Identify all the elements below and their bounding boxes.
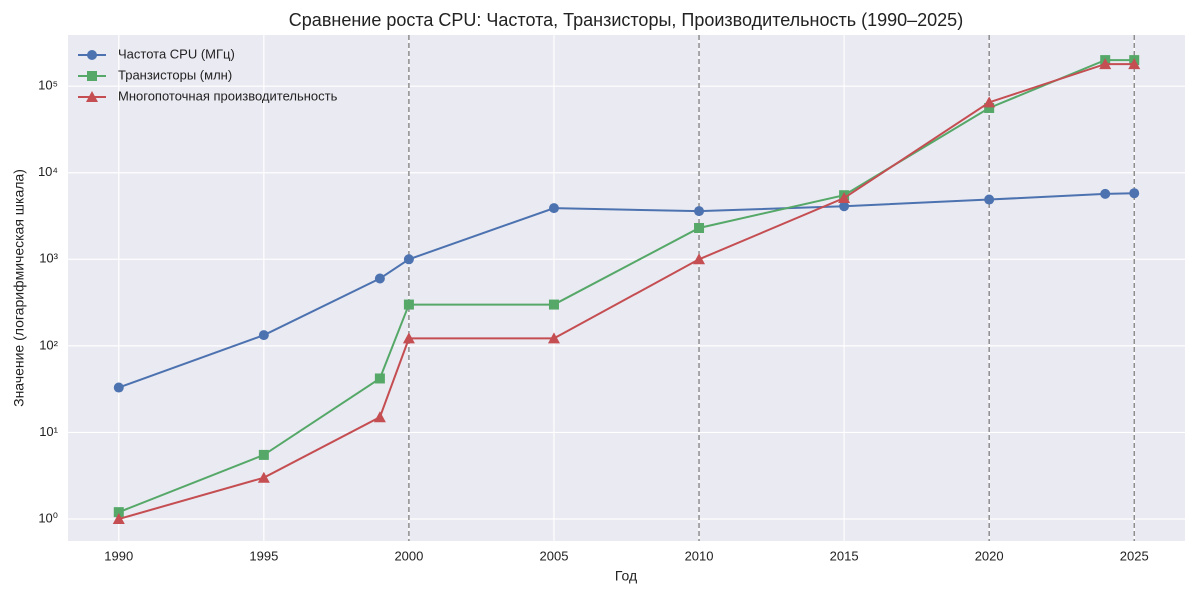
marker	[547, 332, 560, 344]
marker	[113, 382, 124, 393]
y-axis-label: Значение (логарифмическая шкала)	[11, 169, 27, 407]
x-tick-label: 2000	[394, 548, 423, 563]
marker	[258, 330, 269, 341]
marker	[374, 273, 385, 284]
x-tick-label: 2010	[685, 548, 714, 563]
x-tick-label: 1990	[104, 548, 133, 563]
series-line	[118, 63, 1135, 520]
marker	[1129, 188, 1140, 199]
legend-marker	[87, 71, 97, 81]
legend-label: Частота CPU (МГц)	[118, 46, 235, 61]
marker	[548, 299, 559, 310]
marker	[1128, 58, 1141, 70]
marker	[403, 299, 414, 310]
marker	[983, 96, 996, 108]
marker	[373, 411, 386, 423]
marker	[1099, 58, 1112, 70]
marker	[374, 373, 385, 384]
marker	[694, 222, 705, 233]
marker	[984, 102, 995, 113]
y-tick-label: 10⁵	[38, 78, 58, 93]
legend-label: Транзисторы (млн)	[118, 67, 232, 82]
marker	[984, 194, 995, 205]
marker	[113, 507, 124, 518]
chart-title: Сравнение роста CPU: Частота, Транзистор…	[289, 10, 963, 30]
legend-marker	[87, 50, 97, 60]
marker	[548, 203, 559, 214]
y-tick-label: 10²	[39, 337, 58, 352]
x-axis-label: Год	[615, 568, 637, 584]
marker	[112, 512, 125, 524]
marker	[1100, 188, 1111, 199]
marker	[838, 192, 851, 204]
plot-area	[68, 35, 1185, 541]
y-tick-label: 10⁰	[38, 510, 58, 525]
marker	[839, 201, 850, 212]
y-tick-label: 10³	[39, 251, 58, 266]
marker	[258, 449, 269, 460]
legend-label: Многопоточная производительность	[118, 88, 338, 103]
marker	[403, 254, 414, 265]
marker	[402, 332, 415, 344]
x-tick-label: 2020	[975, 548, 1004, 563]
x-tick-label: 1995	[249, 548, 278, 563]
y-tick-label: 10¹	[39, 424, 58, 439]
marker	[257, 471, 270, 483]
x-tick-label: 2015	[830, 548, 859, 563]
legend-marker	[86, 91, 98, 102]
series-line	[118, 192, 1135, 389]
marker	[693, 253, 706, 265]
x-tick-label: 2005	[540, 548, 569, 563]
y-tick-label: 10⁴	[38, 164, 58, 179]
marker	[694, 206, 705, 217]
x-tick-label: 2025	[1120, 548, 1149, 563]
